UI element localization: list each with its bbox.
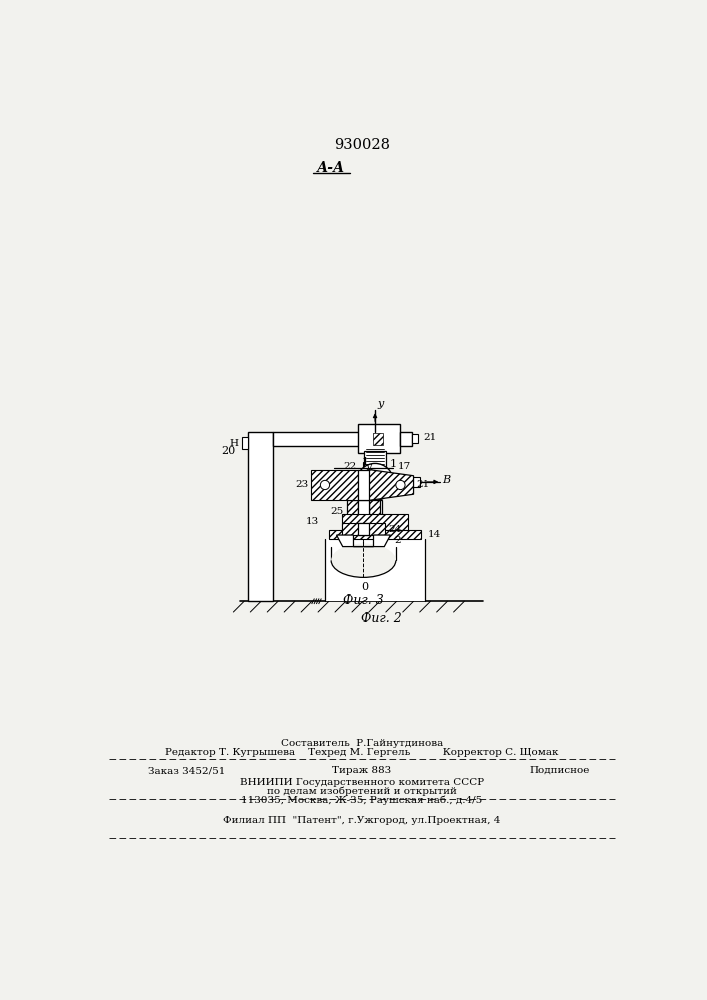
- Polygon shape: [337, 535, 390, 547]
- Text: 17: 17: [398, 462, 411, 471]
- Bar: [369, 500, 380, 523]
- Text: 1: 1: [361, 457, 368, 467]
- Text: Составитель  Р.Гайнутдинова: Составитель Р.Гайнутдинова: [281, 739, 443, 748]
- Text: H: H: [230, 439, 239, 448]
- Text: Заказ 3452/51: Заказ 3452/51: [148, 766, 226, 775]
- Bar: [394, 476, 411, 488]
- Text: А-А: А-А: [317, 161, 345, 175]
- Bar: [325, 539, 425, 601]
- Text: 25: 25: [330, 507, 344, 516]
- Bar: [364, 451, 386, 470]
- Bar: [273, 432, 385, 446]
- Text: 2: 2: [395, 536, 401, 545]
- Bar: [342, 523, 385, 535]
- Ellipse shape: [331, 544, 396, 577]
- Bar: [400, 432, 411, 446]
- Text: 23: 23: [296, 480, 309, 489]
- Bar: [411, 434, 418, 443]
- Text: по делам изобретений и открытий: по делам изобретений и открытий: [267, 787, 457, 796]
- Text: ВНИИПИ Государственного комитета СССР: ВНИИПИ Государственного комитета СССР: [240, 778, 484, 787]
- Polygon shape: [369, 470, 414, 500]
- Text: y: y: [365, 467, 371, 477]
- Text: Фиг. 2: Фиг. 2: [361, 612, 402, 625]
- Bar: [311, 470, 358, 500]
- Text: Филиал ПП  "Патент", г.Ужгород, ул.Проектная, 4: Филиал ПП "Патент", г.Ужгород, ул.Проект…: [223, 816, 501, 825]
- Text: 22: 22: [344, 462, 356, 471]
- Text: 13: 13: [306, 517, 320, 526]
- Text: Тираж 883: Тираж 883: [332, 766, 392, 775]
- Circle shape: [371, 478, 379, 486]
- Bar: [358, 523, 369, 535]
- Bar: [369, 453, 381, 461]
- Bar: [329, 530, 421, 539]
- Text: 21: 21: [416, 480, 429, 489]
- Bar: [358, 500, 369, 523]
- Bar: [248, 432, 273, 601]
- Text: 930028: 930028: [334, 138, 390, 152]
- Text: Фиг. 3: Фиг. 3: [343, 594, 384, 607]
- Bar: [358, 470, 369, 500]
- Text: 24: 24: [389, 525, 402, 534]
- Bar: [368, 500, 382, 514]
- Circle shape: [320, 480, 329, 490]
- Bar: [358, 424, 400, 453]
- Text: 21: 21: [423, 433, 436, 442]
- Circle shape: [396, 480, 405, 490]
- Polygon shape: [373, 433, 382, 445]
- Text: 14: 14: [428, 530, 440, 539]
- Text: 113035, Москва, Ж-35, Раушская наб., д.4/5: 113035, Москва, Ж-35, Раушская наб., д.4…: [241, 796, 483, 805]
- Text: y: y: [365, 462, 371, 471]
- Text: 20: 20: [221, 446, 235, 456]
- Text: y: y: [378, 399, 384, 409]
- Text: 1: 1: [390, 459, 397, 469]
- Text: В: В: [442, 475, 450, 485]
- Circle shape: [356, 463, 394, 500]
- Text: Подписное: Подписное: [529, 766, 590, 775]
- Text: 0: 0: [361, 582, 368, 592]
- Bar: [342, 514, 408, 530]
- Bar: [347, 500, 358, 523]
- Bar: [411, 477, 420, 487]
- Bar: [242, 437, 248, 449]
- Text: Редактор Т. Кугрышева    Техред М. Гергель          Корректор С. Щомак: Редактор Т. Кугрышева Техред М. Гергель …: [165, 748, 559, 757]
